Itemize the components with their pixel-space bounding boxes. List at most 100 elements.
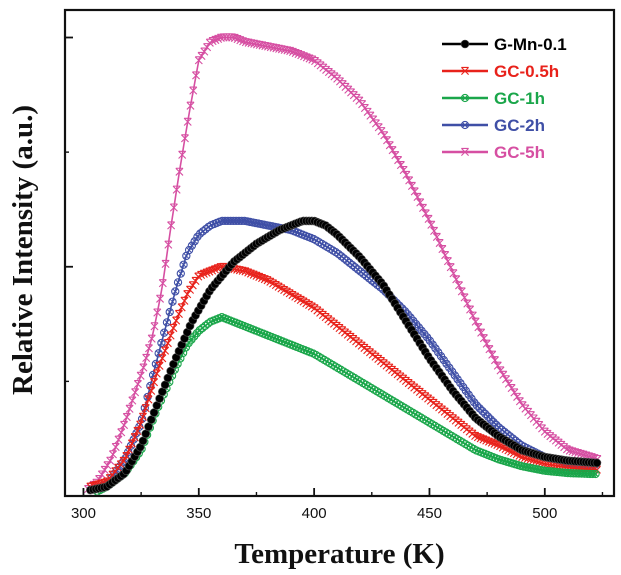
data-point [460,120,470,130]
data-point [131,388,140,397]
data-point [138,412,147,421]
data-point [513,392,522,401]
series-gc-5h [84,33,602,494]
data-point [133,379,142,389]
data-point [180,134,189,143]
data-point [125,404,134,413]
data-point [169,323,178,333]
data-point [158,354,167,363]
data-point [394,156,403,165]
data-point [190,237,199,246]
data-point [172,185,181,194]
data-point [117,428,126,437]
plot-frame [63,8,616,498]
data-point [461,147,469,156]
x-tick-label: 400 [302,505,327,522]
legend-label: GC-5h [494,143,545,162]
data-point [144,395,153,404]
data-point [183,117,192,126]
x-axis-title: Temperature (K) [234,538,444,570]
data-point [169,203,178,212]
data-point [493,361,502,370]
legend-entry: GC-5h [442,143,545,162]
legend-entry: GC-0.5h [442,62,559,81]
data-point [147,334,156,343]
data-point [592,458,602,468]
data-point [176,269,185,278]
data-point [171,287,180,296]
data-point [141,404,150,413]
data-point [383,136,392,145]
y-axis [65,36,73,497]
data-point [152,369,161,378]
legend-label: GC-0.5h [494,62,559,81]
data-point [167,221,176,230]
data-point [108,450,117,459]
data-point [111,442,120,452]
data-point [163,339,172,348]
data-point [136,371,145,380]
data-point [192,71,201,80]
data-point [510,388,519,397]
data-point [175,167,184,176]
data-point [507,384,516,393]
data-point [142,353,151,362]
data-point [147,386,156,395]
data-point [179,260,188,269]
data-point [399,165,408,175]
data-point [150,322,159,331]
data-point [391,151,400,160]
data-point [591,469,600,479]
data-point [150,378,159,387]
data-point [460,39,470,49]
data-point [122,412,131,422]
data-point [447,367,457,376]
x-axis: 300 350 400 450 500 [71,488,604,522]
data-point [161,259,170,268]
legend: G-Mn-0.1 GC-0.5h GC-1h GC-2h GC-5h [442,35,567,162]
legend-entry: GC-1h [442,89,545,108]
x-tick-label: 450 [417,505,442,522]
data-point [120,420,129,430]
data-point [380,131,389,140]
data-point [162,318,172,327]
data-point [153,308,162,317]
x-tick-label: 350 [186,505,211,522]
series-gc-1h [93,313,600,496]
data-point [385,141,394,150]
data-point [168,297,177,306]
data-point [114,435,123,444]
data-point [128,396,137,405]
data-point [139,363,148,372]
y-axis-title: Relative Intensity (a.u.) [7,105,39,395]
x-tick-label: 500 [532,505,557,522]
data-point [165,307,174,317]
data-point [155,361,164,370]
legend-label: GC-1h [494,89,545,108]
data-point [504,379,513,388]
legend-label: G-Mn-0.1 [494,35,567,54]
data-point [502,375,511,384]
data-point [396,161,405,170]
data-point [178,150,187,159]
data-point [136,420,145,429]
data-point [461,66,469,75]
legend-entry: G-Mn-0.1 [442,35,567,54]
data-point [156,294,165,303]
legend-entry: GC-2h [442,116,545,135]
data-point [499,370,508,379]
data-point [144,344,153,353]
data-point [187,241,197,250]
data-point [388,146,397,155]
data-point [377,127,386,136]
data-point [166,331,175,340]
x-tick-label: 300 [71,505,96,522]
plot-area [84,33,602,496]
data-point [161,346,170,355]
data-point [496,366,505,375]
data-point [158,279,167,288]
data-point [173,278,183,287]
data-point [164,240,173,249]
data-point [460,93,470,103]
